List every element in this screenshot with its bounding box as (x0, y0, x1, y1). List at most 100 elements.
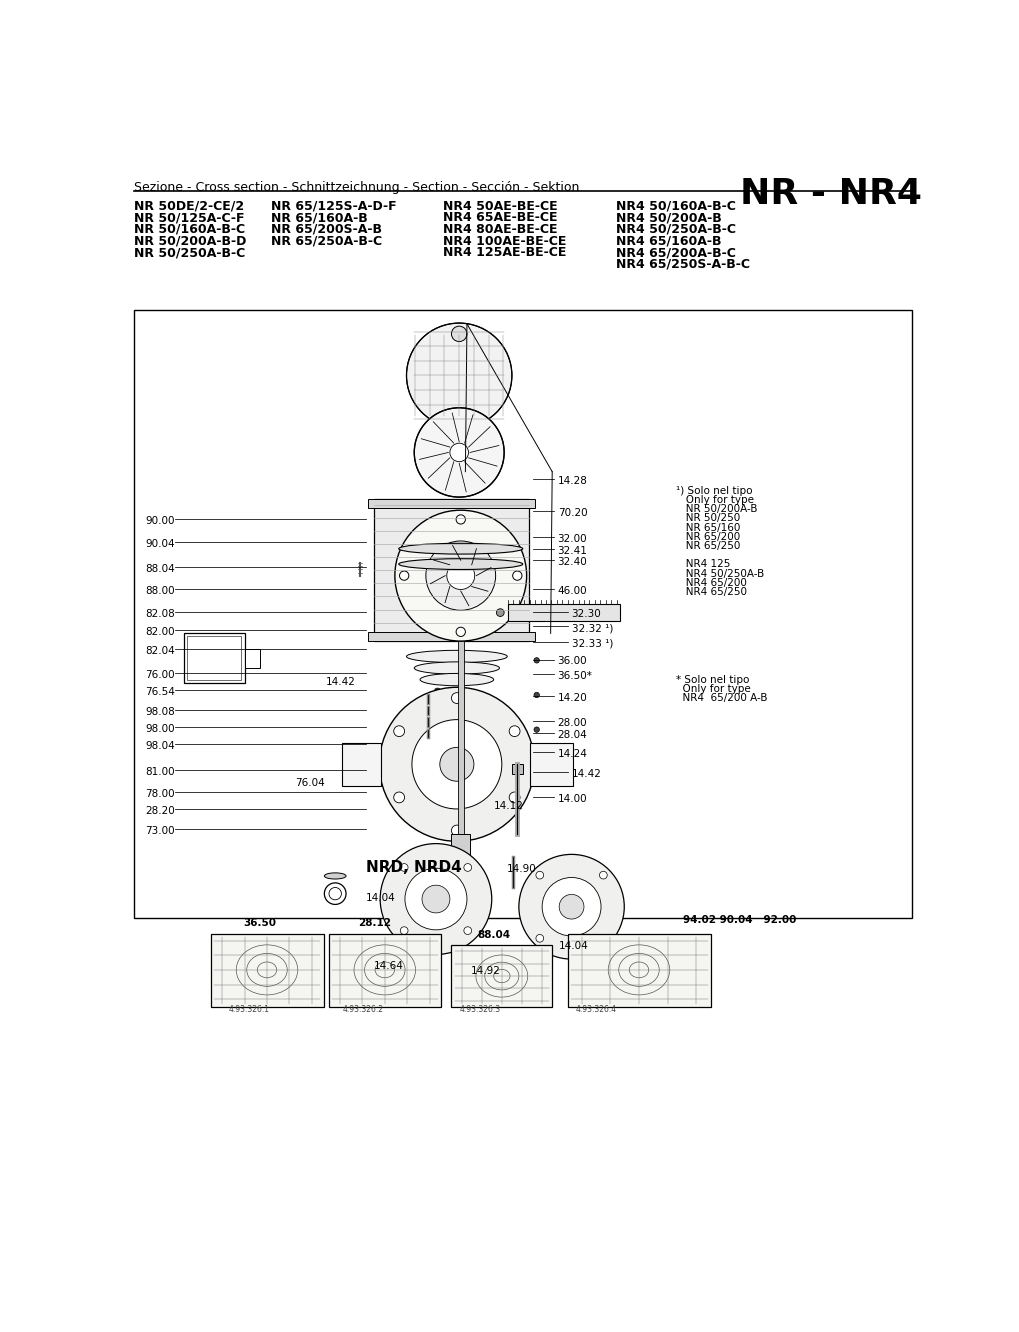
Text: 90.00: 90.00 (145, 517, 174, 526)
Circle shape (535, 935, 543, 942)
Ellipse shape (398, 558, 522, 570)
Ellipse shape (398, 543, 522, 554)
Text: 28.12: 28.12 (358, 918, 391, 928)
Text: 32.32 ¹): 32.32 ¹) (571, 623, 612, 634)
Circle shape (508, 793, 520, 803)
Text: 14.04: 14.04 (366, 892, 395, 903)
Bar (133, 310, 911, 918)
Text: * Solo nel tipo: * Solo nel tipo (676, 675, 749, 685)
Ellipse shape (414, 662, 499, 674)
Circle shape (534, 693, 539, 698)
Ellipse shape (448, 887, 472, 895)
Bar (329, 934, 441, 1007)
Text: 88.04: 88.04 (477, 930, 511, 940)
Bar (187, 637, 242, 681)
Text: NR4 50/250A-B: NR4 50/250A-B (676, 569, 763, 578)
Text: 14.28: 14.28 (557, 476, 587, 486)
Text: 81.00: 81.00 (145, 767, 175, 778)
Circle shape (599, 935, 606, 942)
Text: NR 50DE/2-CE/2: NR 50DE/2-CE/2 (133, 200, 244, 213)
Circle shape (405, 868, 467, 930)
Ellipse shape (443, 868, 478, 883)
Circle shape (439, 747, 474, 782)
Text: 32.00: 32.00 (557, 534, 587, 543)
Circle shape (434, 734, 440, 741)
Text: 76.00: 76.00 (145, 670, 175, 681)
Circle shape (394, 510, 526, 641)
Circle shape (434, 699, 440, 706)
Text: NR 65/250A-B-C: NR 65/250A-B-C (271, 234, 382, 248)
Text: NR - NR4: NR - NR4 (739, 177, 921, 210)
Circle shape (412, 719, 501, 809)
Text: NR4 125AE-BE-CE: NR4 125AE-BE-CE (442, 246, 566, 260)
Text: 32.40: 32.40 (557, 557, 587, 567)
Text: NR 50/250: NR 50/250 (676, 513, 740, 523)
Text: 32.41: 32.41 (557, 546, 587, 555)
Text: 76.54: 76.54 (145, 687, 175, 697)
Text: NR4  65/200 A-B: NR4 65/200 A-B (676, 694, 767, 703)
Bar (451, 834, 470, 860)
Circle shape (455, 627, 465, 637)
Circle shape (535, 871, 543, 879)
Circle shape (434, 723, 440, 729)
Circle shape (461, 726, 468, 733)
Circle shape (434, 746, 440, 753)
Bar (368, 498, 535, 507)
Text: 4.93.326.1: 4.93.326.1 (228, 1004, 269, 1014)
Text: 14.42: 14.42 (571, 769, 601, 779)
Text: 28.04: 28.04 (557, 730, 587, 739)
Circle shape (455, 514, 465, 523)
Circle shape (407, 324, 512, 428)
Circle shape (599, 871, 606, 879)
Text: 82.00: 82.00 (145, 627, 175, 637)
Text: 14.64: 14.64 (374, 960, 404, 971)
Text: NR 65/250: NR 65/250 (676, 541, 740, 551)
Text: NR 65/125S-A-D-F: NR 65/125S-A-D-F (271, 200, 396, 213)
Text: ¹) Solo nel tipo: ¹) Solo nel tipo (676, 486, 752, 496)
Circle shape (534, 727, 539, 733)
Bar (245, 649, 260, 669)
Text: 98.04: 98.04 (145, 741, 175, 751)
Circle shape (449, 444, 468, 462)
Circle shape (464, 863, 471, 871)
Text: 14.12: 14.12 (493, 802, 524, 811)
Text: Sezione - Cross section - Schnittzeichnung - Section - Sección - Sektion: Sezione - Cross section - Schnittzeichnu… (133, 181, 579, 194)
Circle shape (399, 927, 408, 935)
Circle shape (464, 927, 471, 935)
Bar (451, 946, 551, 1007)
Text: 28.00: 28.00 (557, 718, 587, 729)
Text: 36.00: 36.00 (557, 657, 587, 666)
Text: NR4 50/200A-B: NR4 50/200A-B (615, 212, 720, 224)
Text: 36.50: 36.50 (244, 918, 276, 928)
Text: NR4 65AE-BE-CE: NR4 65AE-BE-CE (442, 212, 556, 224)
Text: NR4 65/200A-B-C: NR4 65/200A-B-C (615, 246, 735, 260)
Circle shape (426, 541, 495, 610)
Text: NR 50/200A-B-D: NR 50/200A-B-D (133, 234, 246, 248)
Text: NR 50/125A-C-F: NR 50/125A-C-F (133, 212, 244, 224)
Text: 14.92: 14.92 (471, 966, 500, 976)
Circle shape (508, 726, 520, 737)
Text: 70.20: 70.20 (557, 507, 587, 518)
Circle shape (541, 878, 600, 936)
Text: 88.04: 88.04 (145, 563, 175, 574)
Text: NR 65/160A-B: NR 65/160A-B (271, 212, 367, 224)
Text: 14.04: 14.04 (557, 942, 588, 951)
Text: NR4 65/200: NR4 65/200 (676, 578, 746, 587)
Text: 46.00: 46.00 (557, 586, 587, 595)
Bar (568, 934, 710, 1007)
Text: 32.33 ¹): 32.33 ¹) (571, 639, 612, 649)
Text: 98.08: 98.08 (145, 707, 175, 718)
Bar (530, 743, 573, 786)
Circle shape (393, 726, 405, 737)
Circle shape (379, 687, 534, 842)
Text: 98.00: 98.00 (145, 725, 175, 734)
Text: 36.50*: 36.50* (557, 671, 592, 681)
Text: 14.00: 14.00 (557, 794, 587, 803)
Text: NR 65/200S-A-B: NR 65/200S-A-B (271, 222, 381, 236)
Text: 4.93.326.3: 4.93.326.3 (459, 1004, 500, 1014)
Circle shape (461, 738, 468, 745)
Text: 76.04: 76.04 (294, 778, 324, 789)
Circle shape (451, 693, 462, 703)
Circle shape (519, 854, 624, 959)
Ellipse shape (407, 650, 506, 662)
